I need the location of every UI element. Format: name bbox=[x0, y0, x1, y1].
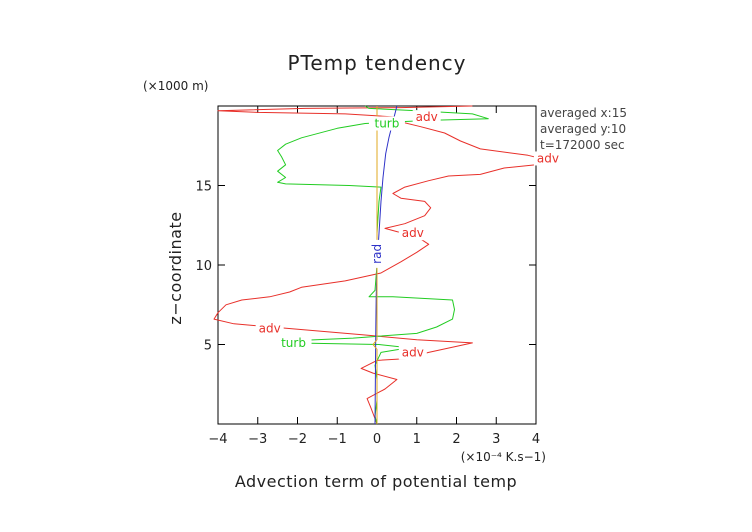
series-line-other bbox=[372, 106, 378, 424]
x-tick-label: 3 bbox=[492, 432, 500, 447]
series-label-bg bbox=[533, 151, 562, 166]
annotation-avg-y: averaged y:10 bbox=[540, 122, 626, 136]
series-label-rad: rad bbox=[370, 244, 384, 264]
chart-title: PTemp tendency bbox=[287, 51, 466, 75]
series-label-bg bbox=[412, 110, 441, 125]
x-tick-label: −2 bbox=[288, 432, 307, 447]
series-line-adv bbox=[213, 105, 549, 425]
x-unit-label: (×10⁻⁴ K.s−1) bbox=[461, 450, 546, 464]
series-label-bg bbox=[275, 335, 312, 350]
x-tick-label: −4 bbox=[208, 432, 227, 447]
x-tick-label: 1 bbox=[413, 432, 421, 447]
y-axis-label: z−coordinate bbox=[166, 211, 185, 324]
y-tick-label: 15 bbox=[195, 180, 212, 195]
series-label-bg bbox=[370, 239, 384, 268]
series-label-adv: adv bbox=[402, 345, 424, 359]
annotation-avg-x: averaged x:15 bbox=[540, 106, 627, 120]
x-tick-label: −3 bbox=[248, 432, 267, 447]
x-tick-label: −1 bbox=[328, 432, 347, 447]
series-label-turb: turb bbox=[281, 336, 306, 350]
y-unit-label: (×1000 m) bbox=[143, 79, 208, 93]
series-label-adv: adv bbox=[416, 110, 438, 124]
x-tick-label: 0 bbox=[373, 432, 381, 447]
series-label-bg bbox=[398, 345, 427, 360]
x-tick-label: 2 bbox=[452, 432, 460, 447]
series-label-adv: adv bbox=[537, 151, 559, 165]
series-label-adv: adv bbox=[259, 322, 281, 336]
x-tick-label: 4 bbox=[532, 432, 540, 447]
series-label-turb: turb bbox=[375, 116, 400, 130]
axis-ticks: −4 −3 −2 −1 0 1 2 3 4 5 10 15 bbox=[195, 106, 540, 447]
annotation-block: averaged x:15 averaged y:10 t=172000 sec bbox=[540, 106, 627, 152]
annotation-time: t=172000 sec bbox=[540, 138, 625, 152]
series-label-adv: adv bbox=[402, 226, 424, 240]
y-tick-label: 5 bbox=[204, 339, 212, 354]
x-axis-label: Advection term of potential temp bbox=[235, 472, 517, 491]
series-label-bg bbox=[398, 226, 427, 241]
series-label-bg bbox=[255, 321, 284, 336]
y-tick-label: 10 bbox=[195, 259, 212, 274]
series-label-bg bbox=[368, 116, 405, 131]
